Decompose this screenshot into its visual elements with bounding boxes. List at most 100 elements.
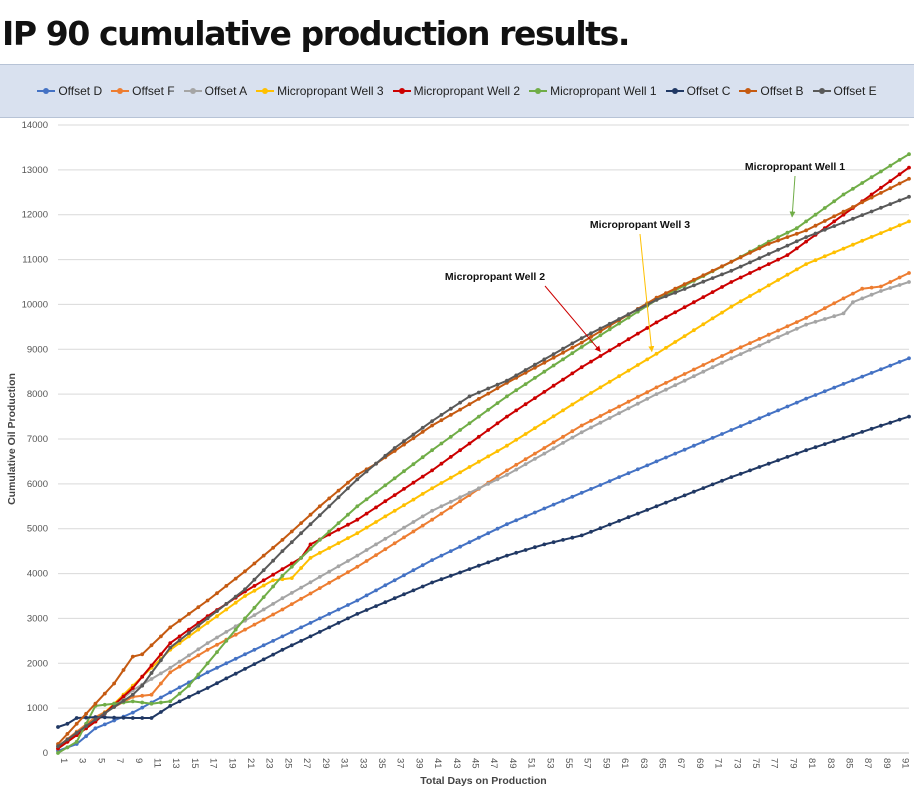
y-tick-label: 10000 bbox=[22, 299, 48, 310]
data-point bbox=[299, 566, 303, 570]
data-point bbox=[486, 428, 491, 432]
data-point bbox=[458, 400, 462, 405]
data-point bbox=[570, 535, 575, 540]
data-point bbox=[607, 321, 612, 326]
data-point bbox=[402, 487, 406, 491]
data-point bbox=[841, 212, 846, 217]
data-point bbox=[664, 500, 668, 505]
x-tick-label: 9 bbox=[133, 758, 144, 763]
data-point bbox=[411, 520, 416, 524]
data-point bbox=[215, 591, 219, 596]
data-point bbox=[149, 716, 154, 720]
data-point bbox=[102, 715, 107, 720]
data-point bbox=[832, 439, 837, 443]
data-point bbox=[523, 370, 528, 375]
data-point bbox=[635, 401, 640, 406]
data-point bbox=[346, 570, 350, 575]
data-point bbox=[308, 556, 313, 560]
series-offset-b bbox=[56, 176, 911, 746]
data-point bbox=[879, 423, 883, 428]
data-point bbox=[187, 659, 191, 663]
data-point bbox=[804, 316, 808, 320]
series-line bbox=[57, 357, 910, 752]
data-point bbox=[822, 219, 827, 223]
data-point bbox=[851, 433, 855, 437]
annotation-label: Micropropant Well 1 bbox=[745, 161, 845, 173]
data-point bbox=[813, 231, 818, 236]
data-point bbox=[140, 693, 145, 698]
data-point bbox=[897, 417, 902, 422]
annotation-label: Micropropant Well 3 bbox=[590, 219, 690, 231]
data-point bbox=[299, 585, 303, 590]
data-point bbox=[271, 545, 275, 550]
data-point bbox=[159, 695, 163, 700]
data-point bbox=[392, 446, 397, 450]
data-point bbox=[448, 406, 453, 411]
x-tick-label: 43 bbox=[451, 758, 462, 769]
data-point bbox=[74, 730, 79, 735]
data-point bbox=[729, 280, 734, 284]
data-point bbox=[701, 279, 706, 284]
data-point bbox=[907, 152, 911, 157]
data-point bbox=[832, 199, 837, 204]
data-point bbox=[794, 239, 799, 244]
data-point bbox=[748, 341, 752, 345]
data-point bbox=[804, 239, 808, 244]
data-point bbox=[448, 499, 453, 504]
data-point bbox=[561, 441, 565, 445]
data-point bbox=[355, 517, 360, 522]
data-point bbox=[130, 710, 135, 715]
data-point bbox=[317, 538, 322, 542]
data-point bbox=[542, 420, 547, 425]
data-point bbox=[551, 440, 556, 445]
data-point bbox=[458, 544, 462, 549]
data-point bbox=[888, 202, 893, 206]
data-point bbox=[486, 407, 491, 412]
data-point bbox=[458, 495, 462, 500]
data-point bbox=[664, 455, 668, 460]
data-point bbox=[336, 541, 341, 545]
data-point bbox=[505, 473, 509, 477]
data-point bbox=[121, 694, 126, 699]
data-point bbox=[645, 357, 650, 362]
data-point bbox=[327, 496, 332, 501]
data-point bbox=[299, 625, 303, 630]
data-point bbox=[196, 627, 201, 632]
data-point bbox=[607, 379, 612, 384]
data-point bbox=[289, 529, 294, 534]
data-point bbox=[149, 643, 154, 648]
data-point bbox=[533, 426, 537, 430]
data-point bbox=[897, 172, 902, 177]
data-point bbox=[729, 268, 734, 273]
data-point bbox=[514, 550, 519, 555]
data-point bbox=[93, 701, 98, 706]
legend-item-offset-c: Offset C bbox=[665, 84, 730, 98]
data-point bbox=[355, 564, 360, 569]
data-point bbox=[402, 439, 406, 444]
data-point bbox=[56, 751, 60, 755]
data-point bbox=[308, 512, 313, 517]
data-point bbox=[317, 513, 322, 518]
data-point bbox=[897, 360, 902, 364]
data-point bbox=[467, 402, 472, 407]
data-point bbox=[888, 163, 893, 168]
x-tick-label: 17 bbox=[208, 758, 219, 769]
data-point bbox=[804, 262, 808, 266]
legend-label: Micropropant Well 3 bbox=[277, 84, 384, 98]
data-point bbox=[897, 158, 902, 162]
data-point bbox=[271, 612, 275, 617]
data-point bbox=[411, 588, 416, 593]
data-point bbox=[224, 676, 229, 681]
data-point bbox=[205, 670, 210, 675]
data-point bbox=[514, 373, 519, 378]
legend-label: Offset F bbox=[132, 84, 175, 98]
data-point bbox=[476, 459, 481, 464]
data-point bbox=[617, 475, 621, 479]
data-point bbox=[570, 345, 575, 350]
legend-item-offset-e: Offset E bbox=[812, 84, 877, 98]
data-point bbox=[804, 448, 808, 453]
data-point bbox=[187, 653, 191, 658]
y-tick-label: 11000 bbox=[22, 255, 48, 266]
data-point bbox=[121, 715, 126, 720]
data-point bbox=[439, 441, 444, 446]
